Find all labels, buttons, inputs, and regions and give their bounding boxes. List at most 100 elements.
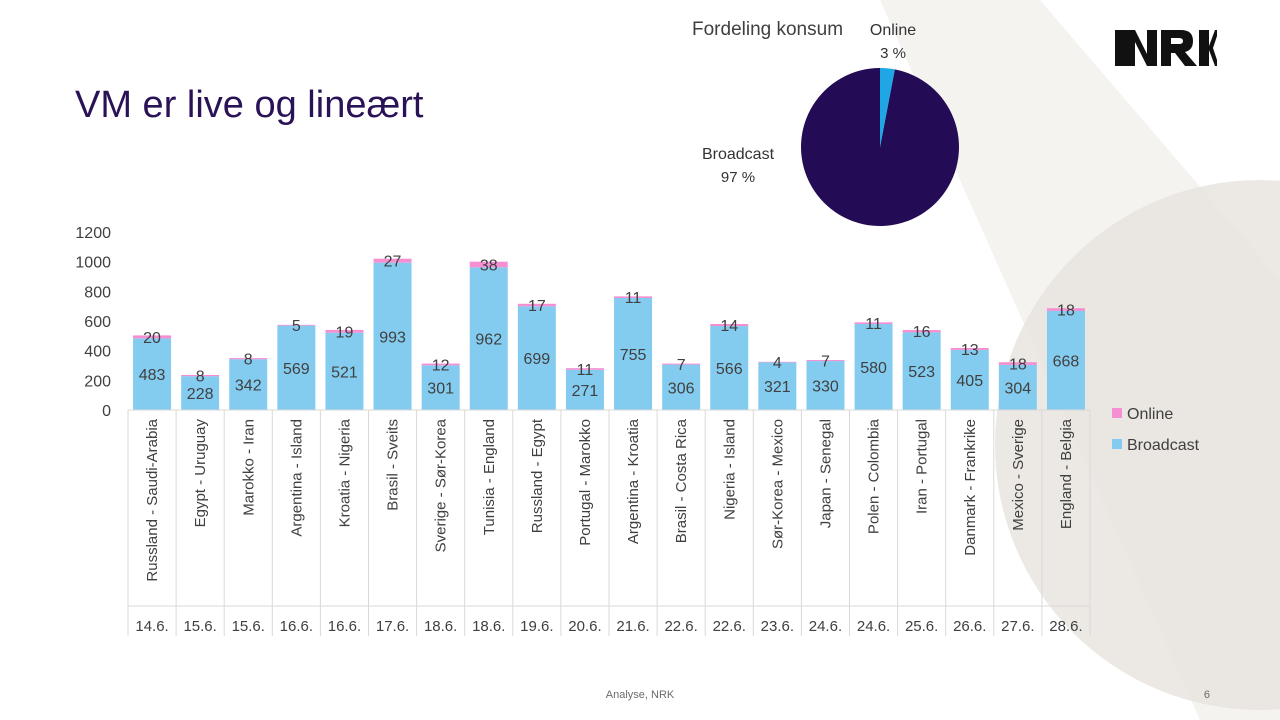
x-tick-label: Tunisia - England (481, 419, 498, 535)
bar-online (229, 358, 268, 360)
pie-label-broadcast-value: 97 % (721, 169, 755, 186)
date-label: 18.6. (424, 618, 457, 635)
bar-broadcast (421, 365, 460, 410)
x-tick-label: Iran - Portugal (914, 419, 931, 514)
x-tick-label: Russland - Saudi-Arabia (144, 418, 161, 581)
bar-broadcast (710, 326, 749, 410)
x-tick-label: England - Belgia (1058, 418, 1075, 529)
bar-online (806, 360, 845, 362)
data-label-online: 4 (773, 355, 782, 372)
bar-broadcast (614, 298, 653, 410)
bar-online (325, 329, 364, 333)
data-label-broadcast: 306 (668, 380, 695, 397)
bar-broadcast (662, 364, 701, 410)
pie-label-online-value: 3 % (880, 45, 906, 62)
y-axis: 0 200 400 600 800 1000 1200 (75, 225, 111, 420)
data-label-online: 5 (292, 318, 301, 335)
data-label-broadcast: 580 (860, 360, 887, 377)
data-label-broadcast: 993 (379, 329, 406, 346)
data-label-broadcast: 521 (331, 364, 358, 381)
bar-online (373, 258, 412, 263)
legend: Online Broadcast (1112, 406, 1200, 454)
category-axis: Russland - Saudi-Arabia 14.6. Egypt - Urug… (127, 409, 1091, 636)
bar-online (902, 330, 941, 333)
x-tick-label: Brasil - Costa Rica (673, 418, 690, 543)
bar-broadcast (373, 262, 412, 410)
date-label: 24.6. (857, 618, 890, 635)
bar-broadcast (758, 362, 797, 410)
y-tick-label: 800 (84, 284, 111, 301)
pie-slice-online (880, 68, 895, 147)
data-label-online: 27 (384, 254, 402, 271)
data-label-online: 13 (961, 342, 979, 359)
bar-online (133, 335, 172, 339)
data-label-broadcast: 405 (956, 373, 983, 390)
y-tick-label: 0 (102, 403, 111, 420)
legend-label: Broadcast (1127, 437, 1200, 454)
x-tick-label: Mexico - Sverige (1010, 419, 1027, 531)
x-tick-label: Portugal - Marokko (577, 419, 594, 546)
data-label-broadcast: 342 (235, 378, 262, 395)
pie-label-broadcast-name: Broadcast (702, 146, 775, 163)
pie-title: Fordeling konsum (692, 19, 843, 40)
data-label-broadcast: 569 (283, 361, 310, 378)
date-label: 19.6. (520, 618, 553, 635)
data-label-online: 17 (528, 298, 546, 315)
bar-broadcast (902, 332, 941, 410)
data-label-online: 11 (577, 362, 594, 379)
page-number: 6 (1203, 689, 1210, 701)
date-label: 17.6. (376, 618, 409, 635)
data-label-broadcast: 301 (427, 381, 454, 398)
data-label-online: 8 (196, 369, 205, 386)
x-tick-label: Argentina - Kroatia (625, 418, 642, 544)
data-label-online: 7 (821, 354, 830, 371)
x-tick-label: Kroatia - Nigeria (336, 418, 353, 527)
x-tick-label: Polen - Colombia (866, 418, 883, 534)
date-label: 16.6. (328, 618, 361, 635)
date-label: 15.6. (232, 618, 265, 635)
data-label-broadcast: 668 (1053, 353, 1080, 370)
data-label-broadcast: 523 (908, 364, 935, 381)
bar-broadcast (181, 376, 220, 410)
date-label: 25.6. (905, 618, 938, 635)
data-label-online: 12 (432, 357, 450, 374)
y-tick-label: 1200 (75, 225, 111, 242)
date-label: 15.6. (183, 618, 216, 635)
date-label: 21.6. (616, 618, 649, 635)
bar-online (998, 362, 1037, 365)
x-tick-label: Brasil - Sveits (385, 419, 402, 511)
bar-broadcast (469, 267, 508, 410)
nrk-logo (1115, 30, 1217, 71)
bar-online (1046, 308, 1085, 311)
y-tick-label: 400 (84, 344, 111, 361)
data-label-online: 11 (865, 316, 882, 333)
bar-broadcast (1046, 310, 1085, 410)
data-label-online: 38 (480, 257, 498, 274)
date-label: 28.6. (1049, 618, 1082, 635)
bar-online (614, 296, 653, 299)
data-label-broadcast: 330 (812, 379, 839, 396)
bar-broadcast (854, 323, 893, 410)
data-label-broadcast: 321 (764, 379, 791, 396)
bar-online (469, 261, 508, 268)
data-label-online: 18 (1057, 303, 1075, 320)
date-label: 26.6. (953, 618, 986, 635)
slide-title: VM er live og lineært (75, 84, 424, 126)
legend-swatch (1112, 408, 1122, 418)
x-tick-label: Russland - Egypt (529, 418, 546, 533)
bar-online (517, 303, 556, 307)
legend-swatch (1112, 439, 1122, 449)
date-label: 22.6. (664, 618, 697, 635)
bar-online (565, 368, 604, 370)
data-label-online: 14 (720, 318, 738, 335)
data-label-online: 8 (244, 352, 253, 369)
date-label: 14.6. (135, 618, 168, 635)
data-label-broadcast: 699 (523, 351, 550, 368)
x-tick-label: Argentina - Island (288, 419, 305, 537)
date-label: 20.6. (568, 618, 601, 635)
bar-online (950, 347, 989, 350)
date-label: 23.6. (761, 618, 794, 635)
bar-broadcast (565, 369, 604, 410)
